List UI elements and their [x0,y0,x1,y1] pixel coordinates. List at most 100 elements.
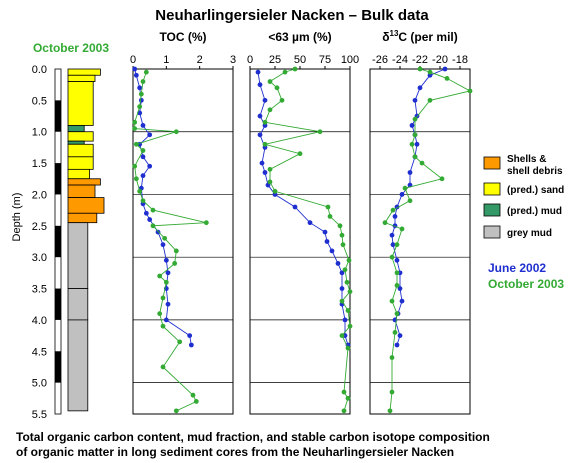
data-point-june-2002 [160,242,166,248]
data-point-june-2002 [392,214,398,219]
data-point-october-2003 [137,104,143,110]
core-layer-shells [67,212,98,224]
data-point-june-2002 [140,173,146,179]
core-layer-sand [67,74,96,82]
data-point-june-2002 [163,317,169,323]
data-point-june-2002 [257,132,263,138]
data-point-october-2003 [173,408,179,414]
data-point-june-2002 [394,342,400,348]
data-point-june-2002 [147,132,153,138]
panel-title: δ13C (per mil) [382,29,458,44]
legend-series-october-2003: October 2003 [488,277,564,291]
data-point-june-2002 [132,66,138,72]
data-point-june-2002 [262,97,268,103]
data-point-june-2002 [409,123,415,128]
data-point-october-2003 [160,323,166,329]
x-tick-label: -20 [432,54,448,66]
data-point-june-2002 [163,257,169,263]
data-point-october-2003 [274,85,280,91]
y-tick-label: 3.0 [32,252,47,264]
data-point-october-2003 [325,204,331,210]
core-layer-greymud [67,319,89,412]
data-point-october-2003 [389,254,395,260]
x-tick-label: -18 [452,54,468,66]
data-point-october-2003 [345,345,351,351]
data-point-october-2003 [412,132,418,138]
data-point-october-2003 [137,188,143,194]
data-point-october-2003 [173,129,179,135]
core-date-label: October 2003 [33,41,109,55]
data-point-june-2002 [414,141,420,147]
y-tick-label: 2.5 [32,221,47,233]
legend-label: Shells & [507,154,546,165]
depth-scale-segment [55,288,61,320]
data-point-october-2003 [339,232,345,238]
legend-series-june-2002: June 2002 [488,261,546,275]
core-layer-mud [67,140,85,145]
data-point-october-2003 [133,141,139,147]
data-point-june-2002 [407,170,413,175]
data-point-october-2003 [412,116,418,122]
data-point-october-2003 [163,279,169,285]
panel-title: TOC (%) [159,30,206,44]
data-point-october-2003 [417,66,423,72]
panel-1: TOC (%) 0 1 2 3 [130,30,236,415]
data-point-june-2002 [335,261,341,266]
data-point-october-2003 [340,242,346,248]
x-tick-label: -26 [372,54,388,66]
legend-label: grey mud [507,228,552,239]
data-point-october-2003 [339,298,345,304]
panel-frame [369,68,471,415]
data-point-october-2003 [409,141,415,147]
data-point-june-2002 [165,270,171,276]
data-point-october-2003 [347,323,353,329]
x-tick-label: 0 [247,54,253,66]
core-layer-sand [67,131,94,142]
data-point-october-2003 [407,198,413,204]
data-point-october-2003 [190,392,196,398]
data-point-october-2003 [267,166,273,172]
data-point-october-2003 [279,97,285,103]
data-point-june-2002 [257,113,263,119]
x-tick-label: 3 [230,54,236,66]
data-point-october-2003 [172,261,178,266]
data-point-june-2002 [389,232,395,238]
data-point-june-2002 [165,301,171,307]
data-point-june-2002 [188,342,194,348]
data-point-june-2002 [143,210,149,216]
data-point-october-2003 [394,242,400,248]
depth-scale-segment [55,163,61,195]
x-tick-label: 75 [319,54,331,66]
data-point-june-2002 [329,248,335,254]
data-point-june-2002 [138,97,144,103]
data-point-october-2003 [444,76,450,81]
data-point-october-2003 [157,273,163,279]
data-point-june-2002 [339,270,345,276]
core-layer-greymud [67,222,89,289]
data-point-october-2003 [292,66,298,72]
y-tick-label: 0.5 [32,95,47,107]
data-point-october-2003 [297,151,303,157]
y-tick-label: 4.0 [32,315,47,327]
data-point-october-2003 [394,283,400,288]
core-layer-sand [67,81,94,126]
y-tick-label: 4.5 [32,346,47,358]
core-layer-sand [67,168,91,180]
series-line-june-2002 [391,68,446,346]
data-point-october-2003 [150,223,156,229]
depth-scale-segment [55,351,61,383]
data-point-october-2003 [132,163,138,169]
data-point-october-2003 [193,399,199,404]
data-point-october-2003 [341,408,347,414]
data-point-october-2003 [389,389,395,395]
x-tick-label: -22 [412,54,428,66]
data-point-june-2002 [394,257,400,263]
core-layer-sand [67,156,94,170]
data-point-june-2002 [339,286,345,291]
data-point-october-2003 [419,160,425,166]
chart-title: Neuharlingersieler Nacken – Bulk data [155,7,429,24]
legend-label: (pred.) mud [507,206,562,217]
data-point-october-2003 [160,364,166,370]
data-point-october-2003 [267,79,273,84]
panel-2: <63 µm (%) 0 25 50 75 100 [247,30,359,415]
